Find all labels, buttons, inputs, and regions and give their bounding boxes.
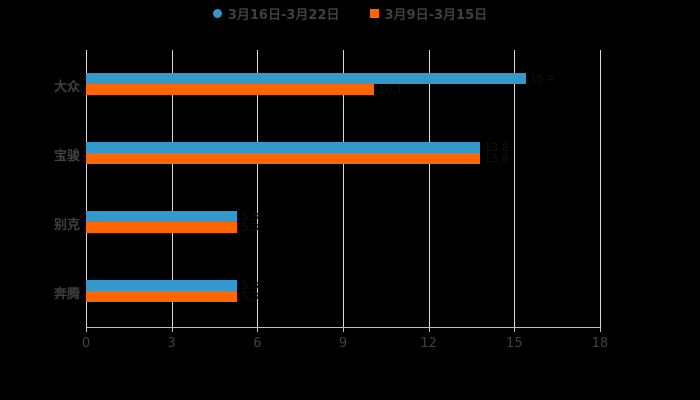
legend-item-series-2[interactable]: 3月9日-3月15日 <box>369 4 488 23</box>
x-tick-label: 3 <box>167 336 176 351</box>
axis-tick <box>257 327 259 332</box>
data-label: 5.3 <box>241 290 259 303</box>
axis-tick <box>514 327 516 332</box>
bar-series-2[interactable] <box>86 84 375 95</box>
plot-area: 0 3 6 9 12 15 18 大众 15.4 10.1 宝骏 13.8 13.8 别克 5.3 5.3 奔腾… <box>54 50 608 351</box>
legend-item-series-1[interactable]: 3月16日-3月22日 <box>212 4 340 23</box>
bar-series-1[interactable] <box>86 142 481 153</box>
legend-circle-icon <box>212 8 222 18</box>
x-tick-label: 0 <box>81 336 91 351</box>
gridline <box>257 50 259 327</box>
legend-label: 3月16日-3月22日 <box>227 7 340 23</box>
legend-square-icon <box>369 8 379 18</box>
bar-series-2[interactable] <box>86 222 238 233</box>
data-label: 13.8 <box>484 141 509 154</box>
axis-tick <box>343 327 344 332</box>
bar-series-2[interactable] <box>86 153 481 164</box>
category-label: 奔腾 <box>53 287 80 302</box>
gridline <box>428 50 430 327</box>
gridline <box>86 50 87 327</box>
category-label: 大众 <box>53 80 80 95</box>
chart-legend: 3月16日-3月22日 3月9日-3月15日 <box>0 4 700 23</box>
data-label: 5.3 <box>241 221 259 234</box>
data-label: 5.3 <box>241 279 259 292</box>
x-axis-line <box>86 327 600 328</box>
gridline <box>514 50 516 327</box>
axis-tick <box>600 327 601 332</box>
data-label: 15.4 <box>529 72 555 85</box>
bar-series-1[interactable] <box>86 280 238 291</box>
bar-series-1[interactable] <box>86 73 526 84</box>
category-label: 别克 <box>53 218 80 233</box>
legend-label: 3月9日-3月15日 <box>384 7 488 23</box>
x-tick-label: 9 <box>338 336 348 351</box>
x-tick-label: 15 <box>506 336 523 351</box>
data-label: 10.1 <box>378 83 403 96</box>
data-label: 5.3 <box>241 210 259 223</box>
x-tick-label: 12 <box>420 336 437 351</box>
axis-tick <box>428 327 430 332</box>
axis-tick <box>171 327 173 332</box>
bar-series-2[interactable] <box>86 291 238 302</box>
axis-tick <box>86 327 87 332</box>
x-tick-label: 6 <box>253 336 262 351</box>
data-label: 13.8 <box>484 152 509 165</box>
gridline <box>171 50 173 327</box>
gridline <box>600 50 601 327</box>
x-tick-label: 18 <box>591 336 609 351</box>
gridline <box>343 50 344 327</box>
category-label: 宝骏 <box>53 149 80 164</box>
bar-series-1[interactable] <box>86 211 238 222</box>
